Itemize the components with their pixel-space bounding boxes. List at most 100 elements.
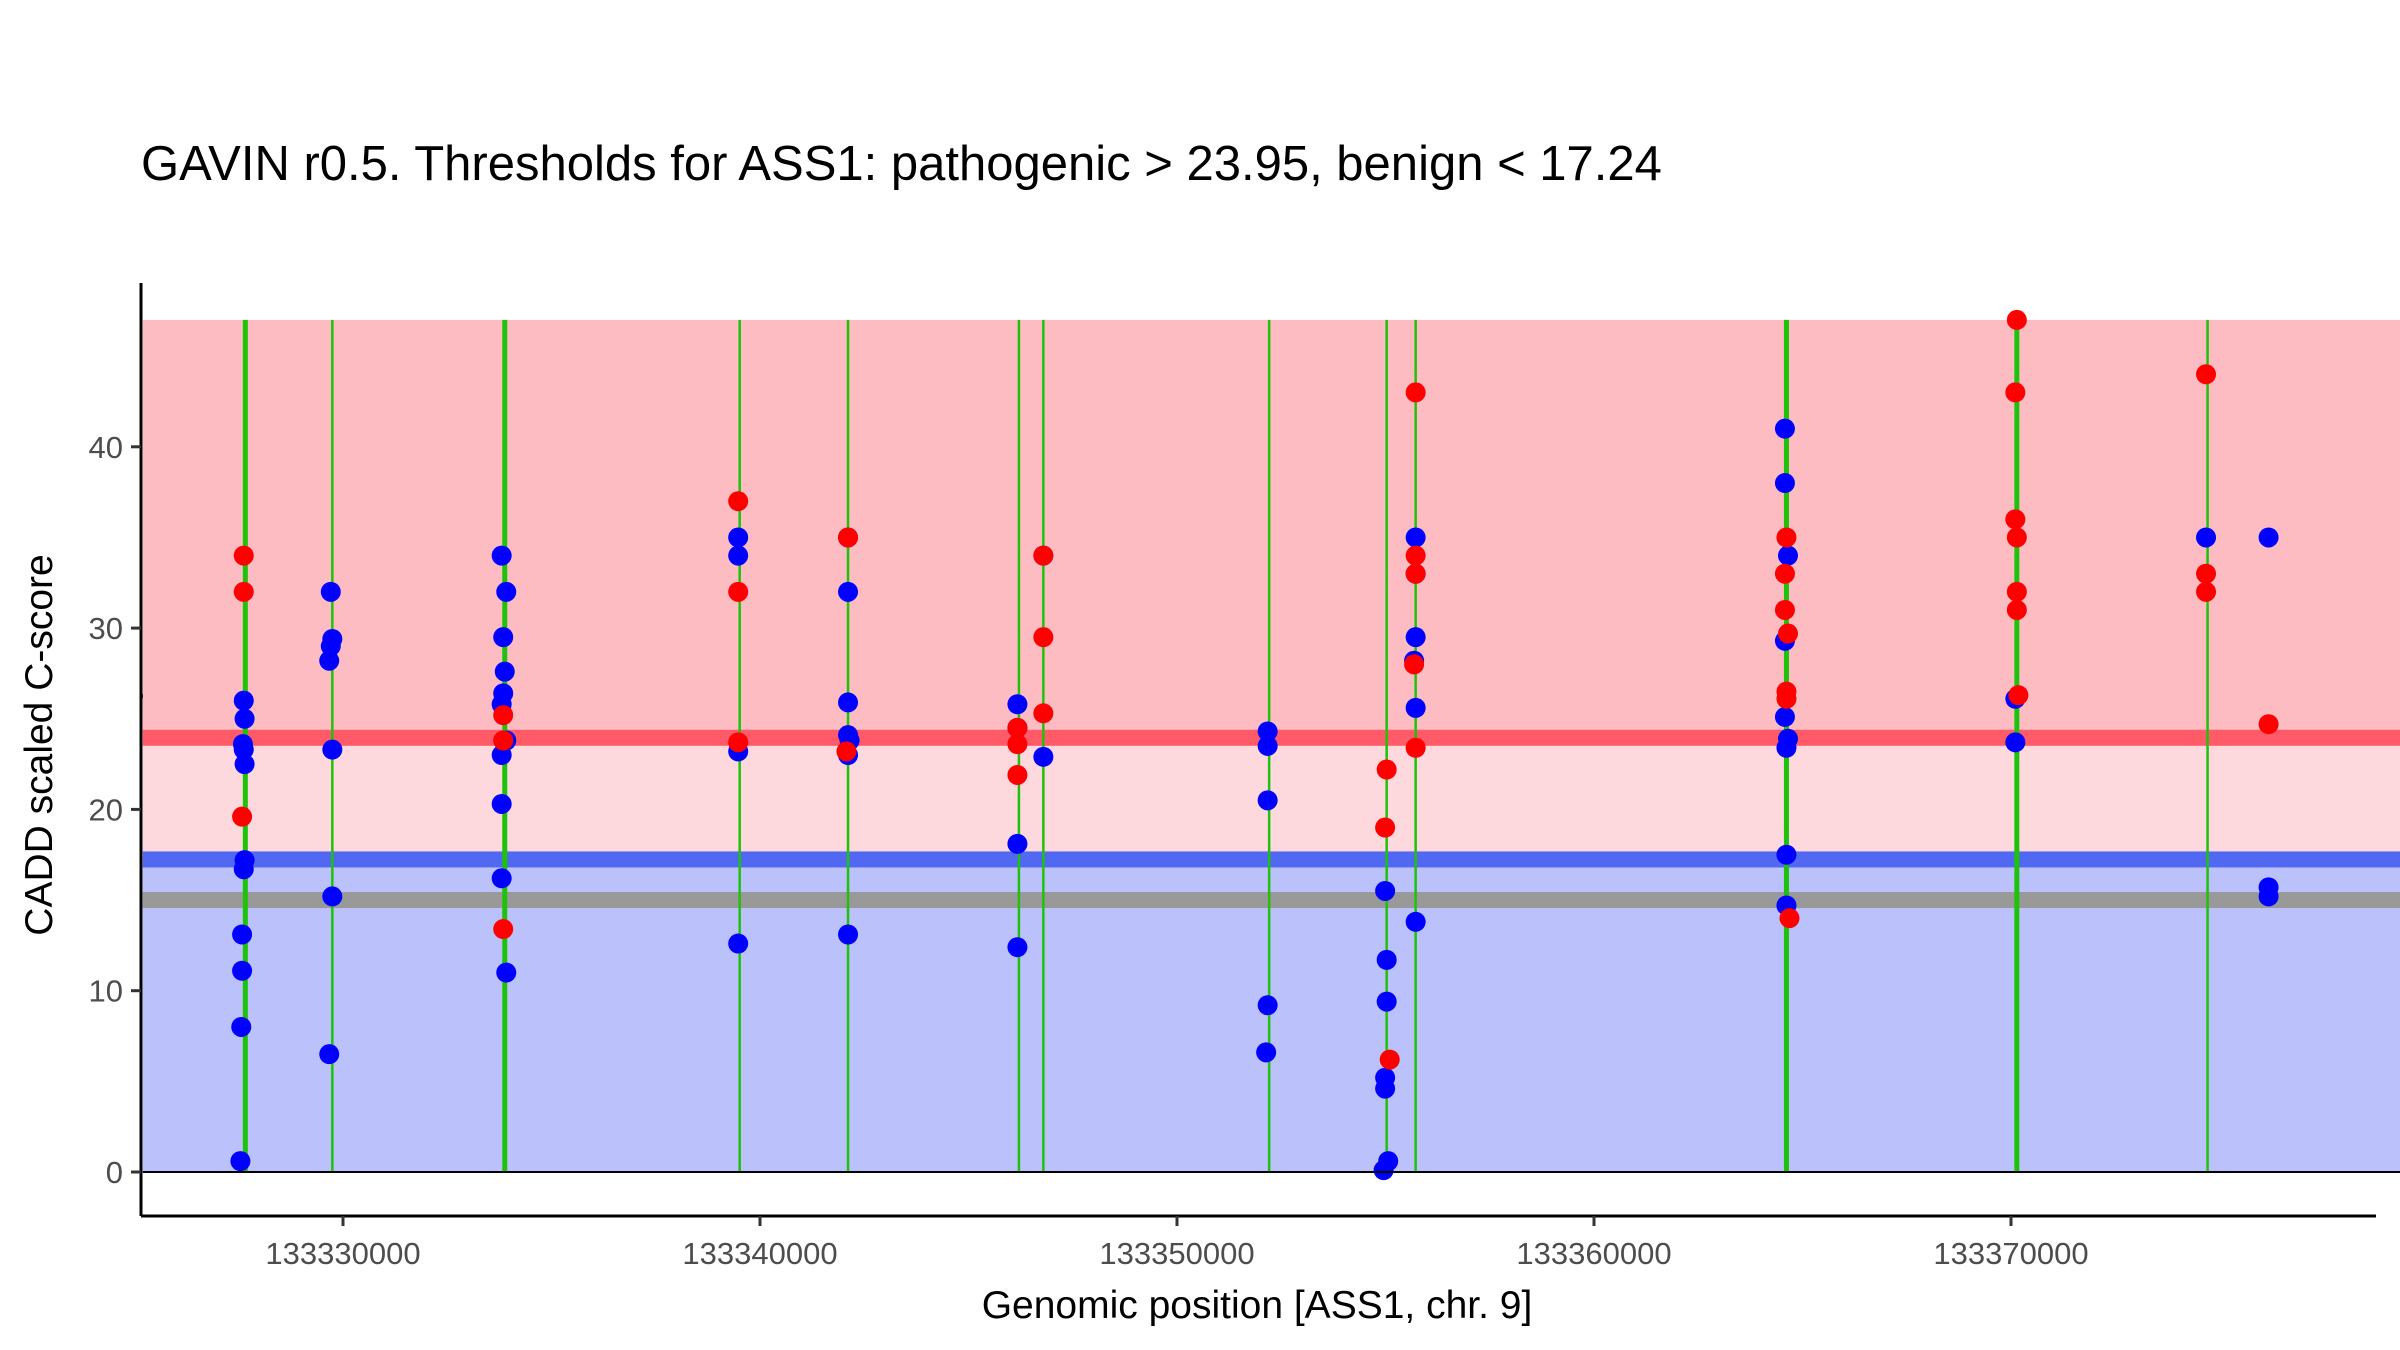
gnomad-point xyxy=(496,581,517,602)
title-line-1: GAVIN r0.5. Thresholds for ASS1: pathoge… xyxy=(141,137,1662,191)
gnomad-point xyxy=(1405,911,1426,932)
gnomad-point xyxy=(320,636,341,657)
y-tick-label: 20 xyxy=(89,792,123,827)
gnomad-point xyxy=(234,708,255,729)
gnomad-point xyxy=(1007,694,1028,715)
benign-region xyxy=(142,859,2400,1172)
x-tick-label: 133350000 xyxy=(1099,1236,1254,1271)
y-tick-label: 40 xyxy=(89,430,123,465)
gnomad-point xyxy=(491,793,512,814)
x-tick-label: 133340000 xyxy=(682,1236,837,1271)
gnomad-point xyxy=(1007,937,1028,958)
gnomad-point xyxy=(493,627,514,648)
data-points xyxy=(230,309,2279,1181)
gnomad-point xyxy=(1376,949,1397,970)
clinvar-point xyxy=(1375,817,1396,838)
gnomad-point xyxy=(1376,991,1397,1012)
y-tick-label: 10 xyxy=(89,974,123,1009)
gnomad-point xyxy=(1033,746,1054,767)
gnomad-point xyxy=(233,739,254,760)
gnomad-point xyxy=(2258,886,2279,907)
gnomad-point xyxy=(322,739,343,760)
gnomad-point xyxy=(1774,418,1795,439)
clinvar-point xyxy=(1007,734,1028,755)
gnomad-point xyxy=(2005,732,2026,753)
gnomad-point xyxy=(322,886,343,907)
clinvar-point xyxy=(493,730,514,751)
gnomad-point xyxy=(1256,1042,1277,1063)
gnomad-point xyxy=(1375,880,1396,901)
clinvar-point xyxy=(2196,563,2217,584)
clinvar-point xyxy=(836,741,857,762)
clinvar-point xyxy=(1007,764,1028,785)
clinvar-point xyxy=(1774,599,1795,620)
gnomad-point xyxy=(1257,735,1278,756)
gnomad-point xyxy=(233,690,254,711)
y-axis-title: CADD scaled C-score xyxy=(18,554,61,935)
clinvar-point xyxy=(728,732,749,753)
clinvar-point xyxy=(2258,714,2279,735)
axes: 0 10 20 30 40 133330000 133340000 133350000 1333… xyxy=(89,283,2400,1271)
benign-threshold-line xyxy=(142,851,2400,868)
clinvar-point xyxy=(1776,688,1797,709)
clinvar-point xyxy=(1774,563,1795,584)
gnomad-point xyxy=(838,924,859,945)
gnomad-point xyxy=(1257,790,1278,811)
clinvar-point xyxy=(728,491,749,512)
gnomad-point xyxy=(1257,721,1278,742)
gnomad-point xyxy=(319,650,340,671)
x-tick-label: 133330000 xyxy=(265,1236,420,1271)
clinvar-point xyxy=(493,919,514,940)
gnomad-point xyxy=(728,527,749,548)
clinvar-point xyxy=(1379,1049,1400,1070)
gnomad-point xyxy=(491,868,512,889)
gnomad-point xyxy=(232,924,253,945)
gnomad-point xyxy=(232,960,253,981)
gnomad-point xyxy=(491,745,512,766)
clinvar-point xyxy=(838,527,859,548)
gnomad-point xyxy=(1405,627,1426,648)
clinvar-point xyxy=(1033,703,1054,724)
clinvar-point xyxy=(2005,509,2026,530)
clinvar-point xyxy=(1405,737,1426,758)
gnomad-point xyxy=(319,1044,340,1065)
clinvar-point xyxy=(2006,599,2027,620)
clinvar-point xyxy=(1405,382,1426,403)
gnomad-point xyxy=(2258,527,2279,548)
clinvar-point xyxy=(2006,527,2027,548)
clinvar-point xyxy=(2008,685,2029,706)
clinvar-point xyxy=(1404,654,1425,675)
gnomad-point xyxy=(1373,1160,1394,1181)
gnomad-point xyxy=(494,661,515,682)
clinvar-point xyxy=(1776,527,1797,548)
gnomad-point xyxy=(728,545,749,566)
x-tick-label: 133370000 xyxy=(1933,1236,2088,1271)
gnomad-point xyxy=(1776,844,1797,865)
clinvar-point xyxy=(2196,581,2217,602)
gnomad-point xyxy=(491,545,512,566)
clinvar-point xyxy=(2005,382,2026,403)
gnomad-point xyxy=(1007,833,1028,854)
clinvar-point xyxy=(2006,309,2027,330)
gnomad-point xyxy=(1257,995,1278,1016)
pathogenic-region xyxy=(142,319,2400,738)
gnomad-point xyxy=(1774,473,1795,494)
gnomad-point xyxy=(1776,737,1797,758)
clinvar-point xyxy=(1033,627,1054,648)
x-axis-title: Genomic position [ASS1, chr. 9] xyxy=(982,1284,1533,1327)
clinvar-point xyxy=(493,705,514,726)
gnomad-point xyxy=(234,754,255,775)
gnomad-point xyxy=(1777,545,1798,566)
clinvar-point xyxy=(233,581,254,602)
gnomad-point xyxy=(728,933,749,954)
gnomad-point xyxy=(838,581,859,602)
gnomad-point xyxy=(1405,527,1426,548)
clinvar-point xyxy=(1007,717,1028,738)
gnomad-point xyxy=(1375,1078,1396,1099)
clinvar-point xyxy=(1777,623,1798,644)
clinvar-point xyxy=(233,545,254,566)
gnomad-point xyxy=(496,962,517,983)
clinvar-point xyxy=(1779,908,1800,929)
clinvar-point xyxy=(1376,759,1397,780)
